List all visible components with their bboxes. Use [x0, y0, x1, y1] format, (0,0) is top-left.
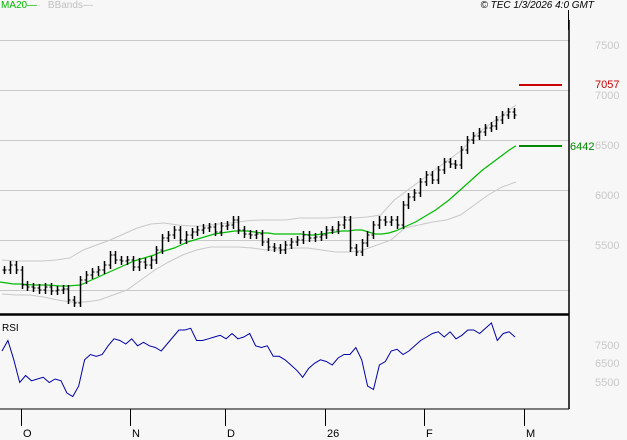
price-label-5500: 5500 [595, 240, 619, 252]
resistance-label: 7057 [595, 79, 619, 91]
x-label-oct: O [23, 428, 32, 440]
support-label: 6442 [570, 141, 594, 153]
price-gridlines [0, 40, 569, 291]
rsi-title: RSI [2, 323, 19, 334]
x-label-nov: N [132, 428, 140, 440]
ohlc-bars [2, 108, 517, 307]
x-label-mar: M [526, 428, 535, 440]
legend-bbands: BBands [47, 0, 83, 11]
x-label-dec: D [227, 428, 235, 440]
bollinger-bands [1, 104, 517, 303]
x-label-2026: 26 [327, 428, 339, 440]
price-label-6000: 6000 [595, 190, 619, 202]
copyright-timestamp: © TEC 1/3/2026 4:0 GMT [480, 0, 594, 11]
rsi-label-5500: 5500 [595, 377, 619, 389]
legend-ma20: MA20 [1, 0, 28, 11]
price-label-6500: 6500 [595, 140, 619, 152]
legend-ma20-swatch: — [27, 0, 38, 11]
rsi-label-6500: 6500 [595, 358, 619, 370]
price-label-7500: 7500 [595, 40, 619, 52]
rsi-label-7500: 7500 [595, 340, 619, 352]
x-label-feb: F [426, 428, 433, 440]
price-label-7000: 7000 [595, 90, 619, 102]
legend-bbands-swatch: — [82, 0, 93, 11]
x-axis: O N D 26 F M [21, 409, 535, 440]
chart-legend: MA20— BBands— [1, 0, 93, 11]
rsi-line [1, 322, 516, 398]
price-levels [519, 84, 562, 147]
